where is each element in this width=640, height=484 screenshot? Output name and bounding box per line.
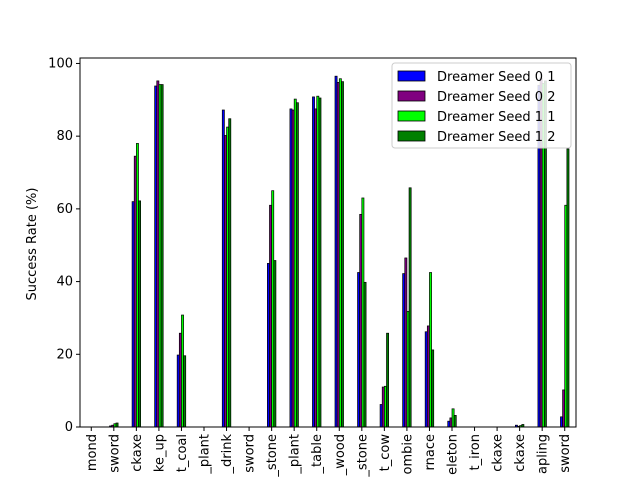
x-tick-label: _drink [220,434,235,475]
x-tick-label: sword [243,434,258,473]
x-tick-label: _wood [333,434,348,476]
x-tick-label: mond [85,434,100,471]
legend-swatch [397,130,426,142]
bar [386,332,390,428]
bar [295,102,299,428]
x-tick-label: rnace [423,434,438,470]
y-tick-label: 80 [56,129,73,144]
x-tick-label: _stone [265,434,280,478]
bar [183,355,187,428]
x-tick-label: ombie [400,434,415,474]
x-tick-label: ckaxe [130,434,145,472]
legend: Dreamer Seed 0 1 Dreamer Seed 0 2 Dreamer … [391,62,572,149]
x-tick-label: t_coal [175,434,190,472]
x-tick-label: t_iron [468,434,483,470]
y-tick-label: 100 [48,56,73,71]
bar [341,81,344,428]
x-tick-label: ckaxe [491,434,506,472]
y-tick-label: 40 [56,275,73,290]
legend-box [391,62,572,149]
legend-swatch [397,70,426,82]
bar [273,260,277,428]
y-tick-label: 20 [56,347,73,362]
bar [431,349,435,428]
bar [566,148,570,428]
legend-label: Dreamer Seed 1 2 [437,130,555,145]
plot-frame [79,57,577,428]
legend-swatch [397,110,426,122]
x-tick-label: eleton [446,434,461,475]
bar [408,187,412,428]
bar [453,415,457,428]
bar [160,84,164,428]
bar [363,281,367,428]
x-tick-label: ke_up [152,434,167,472]
bar [138,200,141,428]
legend-label: Dreamer Seed 0 2 [437,90,555,105]
bar [318,97,322,428]
legend-label: Dreamer Seed 0 1 [437,70,555,85]
x-tick-label: t_cow [378,434,393,472]
legend-swatch [397,90,426,102]
bars-group [109,75,570,428]
y-tick-label: 0 [65,420,73,435]
x-tick-label: _plant [288,434,303,475]
x-tick-label: sword [107,434,122,473]
legend-label: Dreamer Seed 1 1 [437,110,555,125]
x-tick-label: apling [536,434,551,474]
x-tick-label: _stone [355,434,370,478]
x-tick-label: _plant [198,434,213,475]
y-tick-label: 60 [56,202,73,217]
y-axis-label: Success Rate (%) [25,188,40,301]
x-tick-label: sword [558,434,573,473]
bar [228,118,232,428]
bar [115,422,119,428]
x-tick-label: _table [310,434,325,474]
x-tick-label: ckaxe [513,434,528,472]
